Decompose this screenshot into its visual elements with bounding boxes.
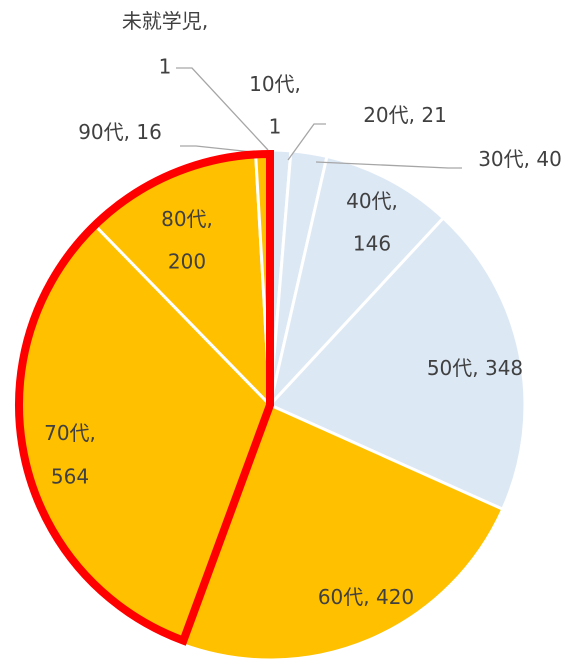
category-label: 50代 — [427, 356, 472, 380]
value-label: 146 — [353, 232, 391, 256]
data-label: 10代, — [249, 72, 301, 96]
category-label: 10代 — [249, 72, 294, 96]
value-label: 1 — [269, 115, 282, 139]
category-label: 未就学児 — [122, 9, 202, 33]
value-label: 16 — [136, 120, 161, 144]
pie — [13, 148, 527, 662]
data-label: 70代, — [44, 421, 96, 445]
leader-line — [180, 145, 263, 154]
category-label: 70代 — [44, 421, 89, 445]
leader-line — [315, 161, 462, 169]
data-label: 50代, 348 — [427, 356, 523, 380]
value-label: 564 — [51, 465, 89, 489]
data-label: 90代, 16 — [78, 120, 162, 144]
pie-slice — [267, 154, 446, 411]
highlight — [15, 149, 274, 646]
leader-line — [287, 123, 326, 161]
data-label: 40代, — [346, 189, 398, 213]
pie-slice — [180, 402, 505, 662]
leader-line — [176, 67, 269, 151]
pie-slice — [267, 215, 527, 512]
data-labels: 未就学児, 1 10代, 1 20代, 21 30代, 40 40代, 146 50代, 348… — [44, 9, 562, 609]
data-label: 80代, — [161, 207, 213, 231]
value-label: 40 — [536, 147, 561, 171]
data-label: 20代, 21 — [363, 103, 447, 127]
category-label: 20代 — [363, 103, 408, 127]
highlight-outline — [15, 149, 274, 646]
data-label: 30代, 40 — [478, 147, 562, 171]
value-label: 348 — [485, 356, 523, 380]
category-label: 60代 — [318, 585, 363, 609]
category-label: 40代 — [346, 189, 391, 213]
category-label: 30代 — [478, 147, 523, 171]
value-label: 21 — [421, 103, 446, 127]
value-label: 420 — [376, 585, 414, 609]
category-label: 90代 — [78, 120, 123, 144]
leader-lines — [176, 67, 462, 169]
data-label: 未就学児, — [122, 9, 208, 33]
data-label: 60代, 420 — [318, 585, 414, 609]
value-label: 1 — [159, 55, 172, 79]
category-label: 80代 — [161, 207, 206, 231]
value-label: 200 — [168, 250, 206, 274]
